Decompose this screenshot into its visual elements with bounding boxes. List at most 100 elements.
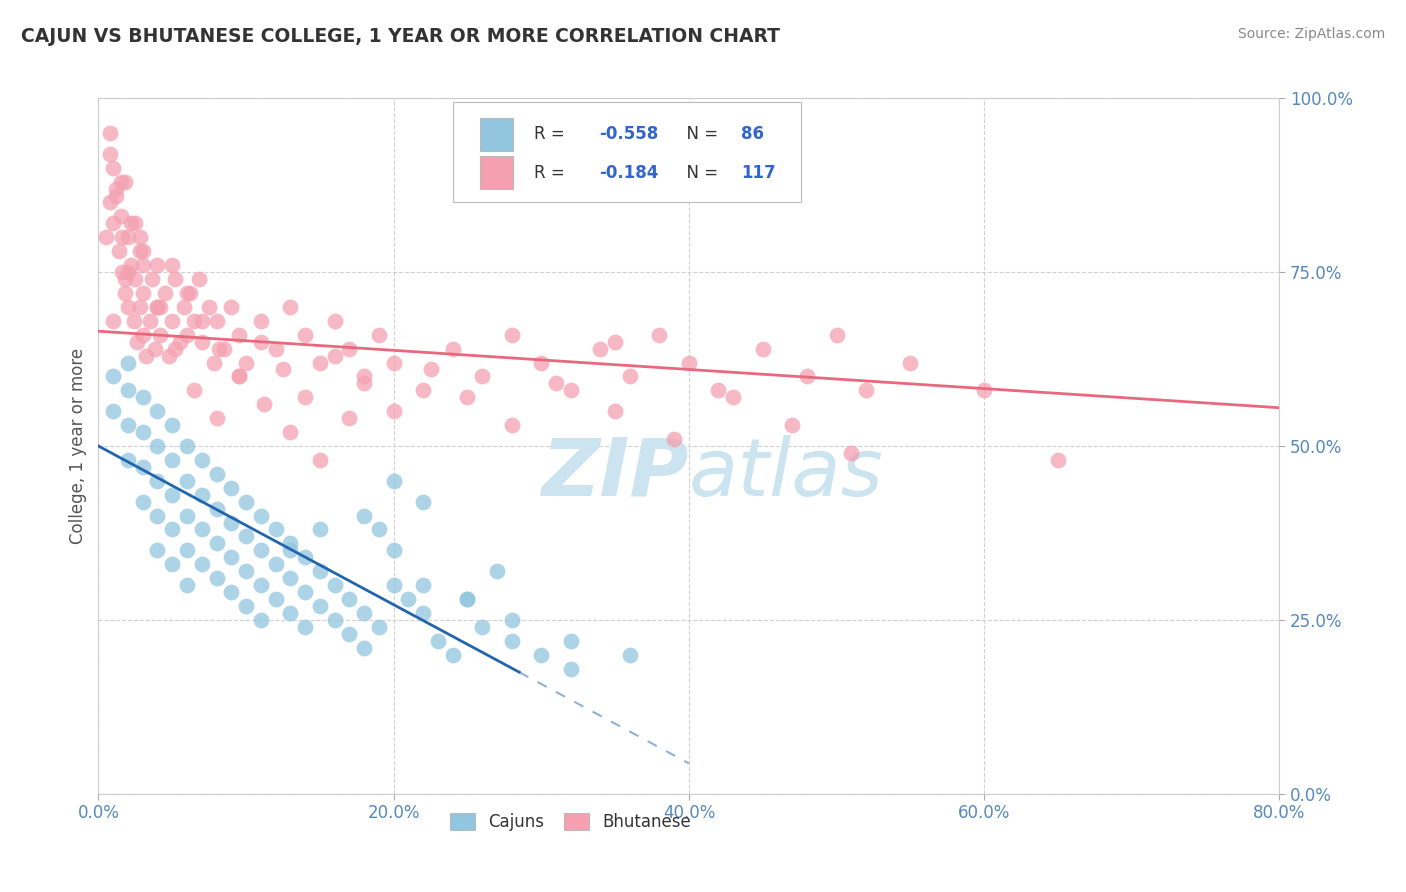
Point [253, 397, 276, 411]
Point [250, 543, 273, 558]
Point [165, 272, 187, 286]
FancyBboxPatch shape [479, 118, 513, 151]
Point [264, 523, 287, 537]
Point [235, 564, 257, 578]
Point [501, 633, 523, 648]
Point [110, 175, 132, 189]
Point [825, 327, 848, 342]
Point [202, 355, 225, 369]
FancyBboxPatch shape [453, 102, 801, 202]
Point [176, 439, 198, 453]
Y-axis label: College, 1 year or more: College, 1 year or more [69, 348, 87, 544]
Point [264, 558, 287, 572]
Point [146, 300, 169, 314]
Point [530, 355, 553, 369]
Point [412, 494, 434, 508]
Point [132, 494, 155, 508]
Point [441, 648, 464, 662]
Point [309, 355, 332, 369]
Point [191, 314, 214, 328]
Point [105, 188, 128, 202]
Point [707, 384, 730, 398]
Point [486, 564, 509, 578]
Point [368, 327, 391, 342]
Point [128, 244, 150, 259]
Point [176, 578, 198, 592]
Point [368, 523, 391, 537]
Point [198, 300, 221, 314]
Point [353, 376, 375, 391]
Point [191, 334, 214, 349]
Point [471, 369, 494, 384]
Point [212, 342, 235, 356]
Point [294, 550, 316, 565]
Point [382, 355, 405, 369]
Point [501, 418, 523, 433]
Point [128, 300, 150, 314]
Point [664, 432, 686, 446]
Point [457, 390, 479, 404]
Point [132, 327, 155, 342]
Point [221, 516, 243, 530]
Point [309, 564, 332, 578]
Point [132, 425, 155, 439]
Point [114, 285, 136, 300]
Point [294, 327, 316, 342]
Point [973, 384, 995, 398]
Point [235, 494, 257, 508]
Point [187, 272, 209, 286]
Point [162, 314, 183, 328]
Point [169, 334, 191, 349]
Point [205, 467, 228, 481]
Point [294, 620, 316, 634]
Point [162, 453, 183, 467]
Point [108, 244, 131, 259]
Point [162, 418, 183, 433]
Point [114, 175, 136, 189]
Point [648, 327, 671, 342]
Point [228, 369, 250, 384]
Point [191, 453, 214, 467]
Point [146, 404, 169, 418]
Point [323, 314, 346, 328]
Point [149, 300, 172, 314]
Point [111, 265, 134, 279]
Point [120, 258, 142, 272]
Point [98, 146, 121, 161]
Point [124, 272, 146, 286]
Point [619, 648, 641, 662]
Point [221, 550, 243, 565]
FancyBboxPatch shape [479, 156, 513, 189]
Point [250, 578, 273, 592]
Point [900, 355, 922, 369]
Point [427, 633, 450, 648]
Point [110, 210, 132, 224]
Point [146, 474, 169, 488]
Point [412, 606, 434, 620]
Point [157, 349, 180, 363]
Point [94, 230, 117, 244]
Text: N =: N = [676, 125, 723, 144]
Point [280, 543, 302, 558]
Point [146, 543, 169, 558]
Point [162, 558, 183, 572]
Point [143, 342, 166, 356]
Point [205, 411, 228, 425]
Text: N =: N = [676, 163, 723, 182]
Point [124, 216, 146, 230]
Text: CAJUN VS BHUTANESE COLLEGE, 1 YEAR OR MORE CORRELATION CHART: CAJUN VS BHUTANESE COLLEGE, 1 YEAR OR MO… [21, 27, 780, 45]
Point [560, 662, 582, 676]
Point [412, 578, 434, 592]
Point [114, 272, 136, 286]
Point [221, 300, 243, 314]
Text: -0.558: -0.558 [599, 125, 658, 144]
Point [280, 571, 302, 585]
Point [560, 384, 582, 398]
Point [103, 216, 125, 230]
Point [339, 627, 361, 641]
Point [173, 300, 195, 314]
Text: atlas: atlas [689, 434, 884, 513]
Point [457, 592, 479, 607]
Point [176, 543, 198, 558]
Point [176, 474, 198, 488]
